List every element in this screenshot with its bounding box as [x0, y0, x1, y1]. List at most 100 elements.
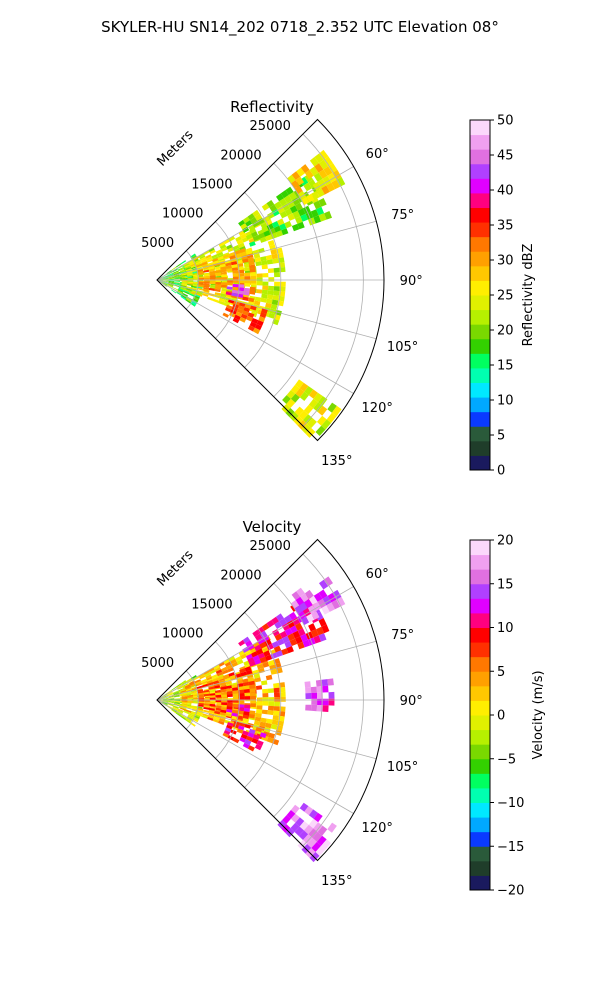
echo-cell	[181, 294, 187, 299]
echo-cell	[190, 683, 197, 687]
echo-cell	[197, 692, 204, 696]
echo-cell	[220, 709, 227, 714]
echo-cell	[162, 282, 168, 285]
echo-cell	[235, 311, 243, 317]
echo-cell	[256, 289, 263, 294]
echo-cell	[172, 270, 179, 274]
echo-cell	[174, 282, 180, 285]
echo-cell	[244, 276, 251, 280]
echo-cell	[249, 268, 256, 273]
echo-cell	[268, 697, 275, 702]
colorbar-segment	[470, 236, 490, 252]
echo-cell	[311, 704, 318, 712]
echo-cell	[284, 220, 292, 229]
radial-tick-label: 10000	[162, 207, 203, 222]
echo-cell	[168, 700, 175, 703]
echo-cell	[244, 272, 251, 277]
echo-cell	[290, 384, 300, 394]
echo-cell	[186, 705, 193, 708]
echo-cell	[180, 715, 186, 721]
echo-cell	[215, 705, 222, 709]
colorbar-segment	[470, 802, 490, 818]
echo-cell	[228, 655, 236, 662]
echo-cell	[248, 728, 256, 735]
echo-cell	[267, 710, 274, 716]
echo-cell	[209, 697, 216, 700]
echo-cell	[273, 225, 282, 233]
echo-cell	[305, 169, 314, 179]
echo-cell	[177, 710, 183, 714]
echo-cell	[157, 280, 163, 283]
echo-cell	[227, 722, 234, 727]
echo-cell	[303, 414, 313, 424]
echo-cell	[209, 703, 216, 707]
echo-cell	[181, 695, 188, 698]
velocity-colorbar: −20 −15 −10 −5 0 5 10 15 20	[469, 534, 524, 899]
echo-cell	[267, 211, 275, 220]
echo-cell	[271, 719, 279, 726]
echo-cell	[184, 683, 190, 687]
echo-cell	[286, 646, 294, 654]
echo-cell	[181, 704, 188, 707]
echo-cell	[214, 711, 221, 715]
echo-cell	[181, 274, 188, 277]
echo-cell	[291, 591, 301, 600]
echo-cell	[260, 256, 267, 262]
echo-cell	[268, 705, 275, 711]
colorbar-tick-label: −15	[497, 840, 524, 855]
echo-cell	[303, 834, 313, 844]
echo-cell	[253, 300, 261, 306]
echo-cell	[225, 307, 232, 313]
radial-tick-label: 15000	[191, 597, 232, 612]
colorbar-tick-label: 10	[497, 621, 514, 636]
echo-cell	[319, 579, 329, 590]
echo-cell	[215, 694, 222, 698]
echo-cell	[222, 732, 229, 738]
echo-cell	[162, 700, 169, 702]
echo-cell	[219, 244, 227, 250]
echo-cell	[244, 739, 252, 746]
echo-cell	[198, 281, 204, 284]
colorbar-segment	[470, 411, 490, 427]
echo-cell	[174, 702, 180, 705]
echo-cell	[195, 259, 201, 264]
echo-cell	[305, 211, 314, 220]
echo-cell	[180, 260, 187, 265]
echo-cell	[220, 293, 227, 298]
echo-cell	[246, 735, 253, 742]
radial-axis-label: Meters	[155, 547, 197, 589]
colorbar-segment	[470, 149, 490, 165]
echo-cell	[232, 270, 239, 274]
echo-cell	[307, 605, 317, 614]
echo-cell	[282, 635, 290, 644]
echo-cell	[294, 826, 304, 836]
reflectivity-panel: Reflectivity 5000 10000 15000 20000 25000 60°…	[141, 98, 536, 479]
echo-cell	[318, 169, 328, 179]
colorbar-tick-label: 0	[497, 464, 505, 479]
colorbar-segment	[470, 569, 490, 585]
echo-cell	[215, 692, 222, 696]
echo-cell	[254, 296, 262, 302]
echo-cell	[238, 725, 245, 731]
echo-cell	[252, 249, 260, 255]
echo-cell	[222, 254, 230, 259]
colorbar-segment	[470, 846, 490, 862]
echo-cell	[157, 280, 163, 281]
echo-cell	[256, 705, 263, 710]
echo-cell	[168, 276, 174, 278]
echo-cell	[186, 706, 193, 709]
echo-cell	[180, 295, 186, 301]
echo-cell	[295, 636, 303, 644]
echo-cell	[223, 238, 230, 245]
echo-cell	[202, 288, 209, 292]
colorbar-tick-label: −20	[497, 884, 524, 899]
echo-cell	[316, 206, 325, 216]
echo-cell	[232, 704, 239, 708]
echo-cell	[190, 722, 196, 727]
echo-cell	[266, 200, 275, 208]
echo-cell	[240, 653, 248, 660]
echo-cell	[181, 281, 188, 283]
echo-cell	[274, 621, 282, 629]
echo-cell	[215, 277, 222, 280]
echo-cell	[303, 182, 312, 192]
